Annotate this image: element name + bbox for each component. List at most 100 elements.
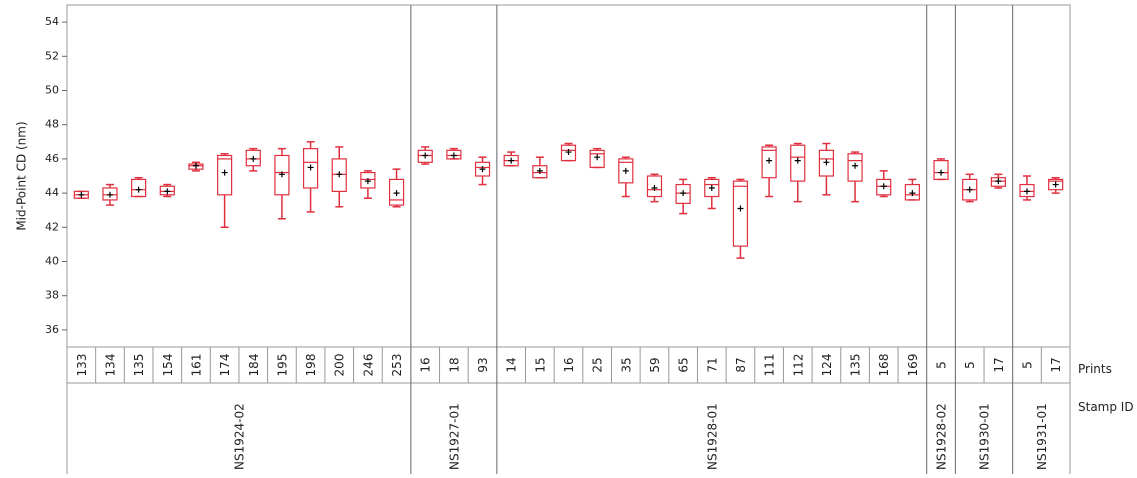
x-tick-label: 111 bbox=[763, 354, 777, 377]
mean-marker bbox=[192, 162, 199, 169]
box bbox=[1048, 178, 1064, 191]
mean-marker bbox=[336, 171, 343, 178]
box bbox=[675, 183, 691, 204]
group-label: NS1928-01 bbox=[705, 403, 719, 470]
group-label: NS1930-01 bbox=[978, 403, 992, 470]
group-label: NS1928-02 bbox=[935, 403, 949, 470]
x-tick-label: 135 bbox=[849, 354, 863, 377]
x-tick-label: 5 bbox=[963, 361, 977, 369]
x-axis-label: Prints bbox=[1078, 362, 1112, 376]
x-tick-label: 174 bbox=[218, 354, 232, 377]
group-label: NS1924-02 bbox=[232, 403, 246, 470]
plot-frame bbox=[66, 4, 1071, 348]
x-tick-label: 16 bbox=[562, 357, 576, 372]
box bbox=[102, 187, 118, 201]
x-tick-label: 71 bbox=[705, 357, 719, 372]
x-tick-label: 93 bbox=[476, 357, 490, 372]
x-tick-label: 59 bbox=[648, 357, 662, 372]
mean-marker bbox=[594, 154, 601, 161]
mean-marker bbox=[794, 157, 801, 164]
x-tick-label: 14 bbox=[505, 357, 519, 372]
y-tick-label: 40 bbox=[45, 255, 59, 268]
y-tick-label: 38 bbox=[45, 289, 59, 302]
mean-marker bbox=[823, 159, 830, 166]
box bbox=[302, 148, 319, 189]
box bbox=[732, 180, 749, 247]
x-tick-label: 5 bbox=[1021, 361, 1035, 369]
x-tick-label: 65 bbox=[677, 357, 691, 372]
box bbox=[761, 146, 777, 179]
x-tick-label: 169 bbox=[906, 354, 920, 377]
mean-marker bbox=[393, 190, 400, 197]
box bbox=[618, 158, 634, 184]
box bbox=[274, 154, 290, 196]
mean-marker bbox=[766, 157, 773, 164]
x-axis-label: Stamp ID bbox=[1078, 400, 1134, 414]
y-tick-label: 52 bbox=[45, 49, 59, 62]
x-tick-label: 5 bbox=[935, 361, 949, 369]
x-tick-label: 18 bbox=[447, 357, 461, 372]
mean-marker bbox=[135, 186, 142, 193]
x-tick-label: 200 bbox=[333, 354, 347, 377]
box bbox=[245, 149, 261, 167]
mean-marker bbox=[909, 190, 916, 197]
box bbox=[990, 177, 1006, 187]
box bbox=[131, 178, 147, 198]
y-tick-label: 54 bbox=[45, 15, 59, 28]
mean-marker bbox=[622, 167, 629, 174]
y-tick-label: 48 bbox=[45, 118, 59, 131]
mean-marker bbox=[106, 191, 113, 198]
mean-marker bbox=[880, 183, 887, 190]
mean-marker bbox=[966, 186, 973, 193]
box bbox=[388, 178, 405, 206]
box bbox=[331, 158, 347, 192]
box bbox=[847, 153, 863, 182]
x-tick-label: 168 bbox=[877, 354, 891, 377]
x-tick-label: 154 bbox=[161, 354, 175, 377]
mean-marker bbox=[78, 191, 85, 198]
mean-marker bbox=[479, 166, 486, 173]
mean-marker bbox=[221, 169, 228, 176]
box bbox=[474, 161, 491, 177]
mean-marker bbox=[852, 162, 859, 169]
box bbox=[446, 149, 462, 160]
box bbox=[360, 171, 376, 189]
x-tick-label: 134 bbox=[103, 354, 117, 377]
mean-marker bbox=[995, 178, 1002, 185]
box bbox=[532, 165, 548, 179]
mean-marker bbox=[737, 205, 744, 212]
box bbox=[876, 178, 892, 196]
x-tick-label: 161 bbox=[189, 354, 203, 377]
group-label: NS1927-01 bbox=[447, 403, 461, 470]
box bbox=[589, 149, 605, 169]
mean-marker bbox=[565, 149, 572, 156]
mean-marker bbox=[422, 152, 429, 159]
mean-marker bbox=[938, 169, 945, 176]
x-tick-label: 195 bbox=[275, 354, 289, 377]
x-tick-label: 198 bbox=[304, 354, 318, 377]
x-tick-label: 246 bbox=[361, 354, 375, 377]
box bbox=[704, 178, 720, 198]
mean-marker bbox=[1024, 188, 1031, 195]
mean-marker bbox=[278, 171, 285, 178]
x-tick-label: 87 bbox=[734, 357, 748, 372]
y-tick-label: 42 bbox=[45, 220, 59, 233]
x-tick-label: 17 bbox=[1049, 357, 1063, 372]
mean-marker bbox=[680, 190, 687, 197]
x-tick-label: 253 bbox=[390, 354, 404, 377]
group-label: NS1931-01 bbox=[1035, 403, 1049, 470]
mean-marker bbox=[508, 157, 515, 164]
x-tick-label: 112 bbox=[791, 354, 805, 377]
x-tick-label: 25 bbox=[591, 357, 605, 372]
x-tick-label: 184 bbox=[247, 354, 261, 377]
box bbox=[818, 149, 835, 177]
x-tick-label: 15 bbox=[533, 357, 547, 372]
x-tick-label: 124 bbox=[820, 354, 834, 377]
y-axis-label: Mid-Point CD (nm) bbox=[15, 121, 29, 230]
box bbox=[1019, 183, 1035, 198]
box bbox=[646, 175, 663, 198]
y-tick-label: 50 bbox=[45, 84, 59, 97]
mean-marker bbox=[250, 155, 257, 162]
y-tick-label: 44 bbox=[45, 186, 59, 199]
x-tick-label: 135 bbox=[132, 354, 146, 377]
